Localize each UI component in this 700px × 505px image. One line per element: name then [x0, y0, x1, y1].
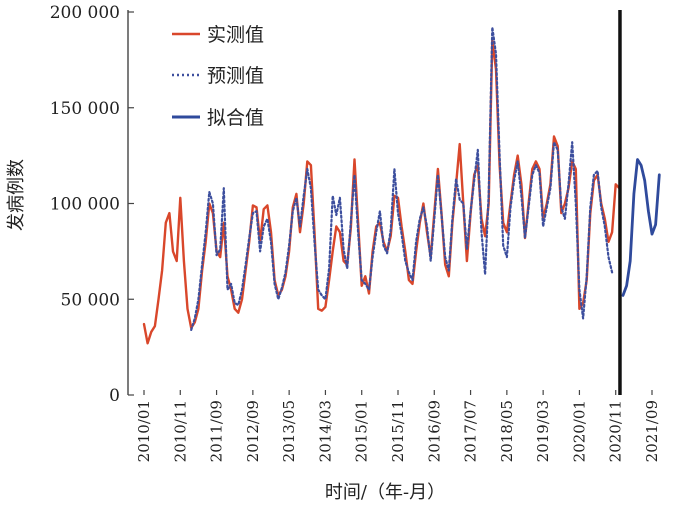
legend-item-predicted: 预测值 [172, 65, 264, 87]
fitted-series-line [621, 158, 661, 297]
x-tick-label: 2010/01 [135, 400, 153, 462]
y-tick-label: 200 000 [50, 3, 120, 23]
series-layer [142, 26, 661, 345]
legend-item-actual: 实测值 [172, 24, 264, 46]
y-axis-ticks: 0 50 000 100 000 150 000 200 000 [50, 3, 134, 406]
x-tick-label: 2019/03 [534, 400, 552, 462]
x-tick-label: 2015/11 [389, 400, 407, 462]
legend-label-fitted: 拟合值 [207, 107, 264, 129]
legend: 实测值 预测值 拟合值 [172, 24, 264, 129]
legend-item-fitted: 拟合值 [172, 107, 264, 129]
x-tick-label: 2011/09 [208, 400, 226, 462]
y-tick-label: 100 000 [50, 195, 120, 215]
x-tick-label: 2014/03 [316, 400, 334, 462]
x-axis-ticks: 2010/01 2010/11 2011/09 2012/09 2013/05 2014/… [135, 390, 661, 462]
x-tick-label: 2015/01 [353, 400, 371, 462]
y-axis-label: 发病例数 [6, 159, 27, 231]
x-tick-label: 2016/09 [425, 400, 443, 462]
x-tick-label: 2021/09 [643, 400, 661, 462]
x-tick-label: 2017/07 [462, 400, 480, 462]
y-tick-label: 150 000 [50, 99, 120, 119]
legend-label-actual: 实测值 [207, 24, 264, 46]
x-tick-label: 2010/11 [171, 400, 189, 462]
x-tick-label: 2018/05 [498, 400, 516, 462]
x-tick-label: 2020/01 [570, 400, 588, 462]
x-axis-label: 时间/（年-月） [325, 482, 445, 503]
predicted-series-line [190, 26, 614, 331]
y-tick-label: 0 [109, 386, 120, 406]
y-tick-label: 50 000 [61, 290, 120, 310]
x-tick-label: 2020/11 [607, 400, 625, 462]
x-tick-label: 2013/05 [280, 400, 298, 462]
x-tick-label: 2012/09 [244, 400, 262, 462]
legend-label-predicted: 预测值 [207, 65, 264, 87]
